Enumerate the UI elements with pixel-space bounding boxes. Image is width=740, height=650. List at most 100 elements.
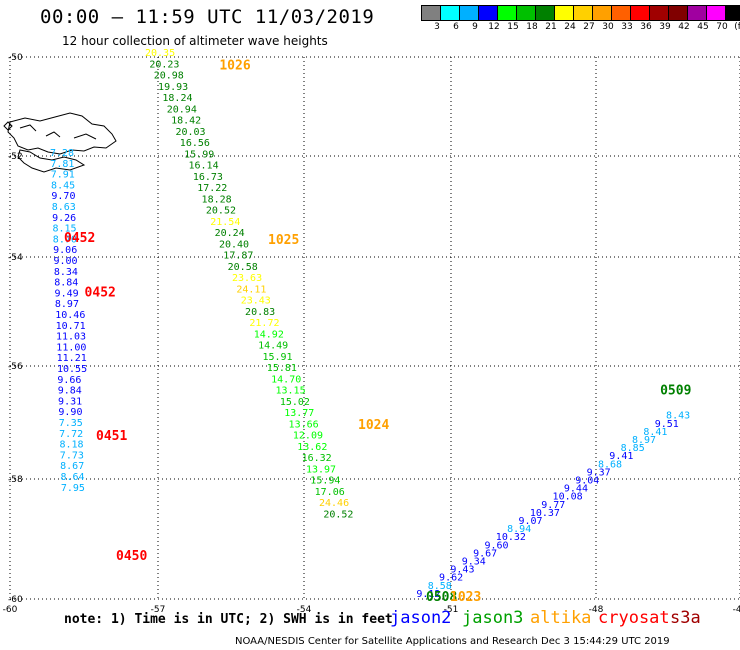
wave-height-value: 10.08 (553, 492, 583, 503)
scale-label: 70 (716, 22, 728, 32)
wave-height-value: 8.18 (59, 440, 83, 451)
wave-height-value: 9.44 (564, 484, 588, 495)
wave-height-value: 7.95 (61, 483, 85, 494)
wave-height-value: 9.31 (58, 396, 82, 407)
scale-label: 39 (659, 22, 671, 32)
scale-label: 30 (602, 22, 614, 32)
wave-height-value: 20.03 (175, 127, 205, 138)
wave-height-value: 8.58 (428, 581, 452, 592)
wave-height-value: 18.28 (202, 194, 232, 205)
footer-note: note: 1) Time is in UTC; 2) SWH is in fe… (64, 612, 393, 627)
scale-label: 45 (697, 22, 709, 32)
wave-height-value: 24.46 (319, 498, 349, 509)
wave-height-value: 8.43 (666, 411, 690, 422)
scale-label: 12 (488, 22, 500, 32)
wave-height-value: 9.12 (416, 589, 440, 600)
legend-entry: cryosat (598, 608, 670, 628)
y-tick-label: -58 (8, 475, 23, 485)
wave-height-value: 9.26 (52, 213, 76, 224)
wave-height-value: 8.97 (632, 435, 656, 446)
wave-height-value: 23.43 (241, 296, 271, 307)
wave-height-value: 9.70 (51, 191, 75, 202)
wave-height-value: 9.67 (473, 548, 497, 559)
wave-height-value: 8.84 (54, 278, 78, 289)
wave-height-value: 24.11 (236, 284, 266, 295)
y-tick-label: -50 (8, 53, 23, 63)
y-tick-label: -52 (8, 152, 23, 162)
y-tick-label: -60 (8, 595, 23, 605)
wave-height-value: 9.49 (55, 288, 79, 299)
wave-height-value: 13.66 (289, 419, 319, 430)
wave-height-value: 9.41 (609, 451, 633, 462)
x-tick-label: -45 (733, 605, 740, 615)
wave-height-value: 9.62 (439, 573, 463, 584)
wave-height-value: 20.83 (245, 307, 275, 318)
wave-height-value: 13.62 (297, 442, 327, 453)
x-tick-label: -48 (589, 605, 604, 615)
scale-swatch (725, 5, 740, 21)
wave-height-value: 8.41 (643, 427, 667, 438)
wave-height-value: 20.52 (206, 206, 236, 217)
falkland-west-island (7, 112, 117, 155)
wave-height-value: 8.64 (61, 472, 85, 483)
wave-height-value: 18.24 (162, 93, 192, 104)
wave-height-value: 16.32 (302, 453, 332, 464)
wave-height-value: 8.70 (53, 234, 77, 245)
color-scale (421, 5, 740, 21)
wave-height-value: 8.15 (52, 224, 76, 235)
x-tick-label: -51 (444, 605, 459, 615)
wave-height-value: 12.09 (293, 431, 323, 442)
wave-height-value: 23.63 (232, 273, 262, 284)
wave-height-value: 21.72 (249, 318, 279, 329)
wave-height-value: 9.84 (58, 386, 82, 397)
pass-time-label: 0452 (64, 231, 95, 246)
wave-height-value: 7.73 (60, 450, 84, 461)
wave-height-value: 10.55 (57, 364, 87, 375)
wave-height-points: 20.3520.2320.9819.9318.2420.9418.4220.03… (50, 48, 690, 600)
wave-height-value: 14.49 (258, 341, 288, 352)
pass-time-label: 1025 (268, 233, 299, 248)
wave-height-value: 9.04 (575, 476, 599, 487)
wave-height-value: 10.32 (496, 532, 526, 543)
wave-height-value: 8.63 (52, 202, 76, 213)
falkland-islands-landmass (3, 112, 117, 173)
wave-height-value: 11.03 (56, 332, 86, 343)
pass-time-label: 1024 (358, 418, 389, 433)
y-tick-label: -54 (8, 253, 23, 263)
scale-label: 27 (583, 22, 595, 32)
scale-label: 18 (526, 22, 538, 32)
wave-height-value: 20.58 (228, 262, 258, 273)
wave-height-value: 13.97 (306, 464, 336, 475)
pass-time-label: 0508 (426, 590, 457, 605)
wave-height-value: 8.34 (54, 267, 78, 278)
wave-height-value: 7.35 (59, 418, 83, 429)
wave-height-value: 9.51 (655, 419, 679, 430)
x-tick-label: -54 (297, 605, 312, 615)
wave-height-value: 8.94 (507, 524, 531, 535)
wave-height-value: 16.56 (180, 138, 210, 149)
scale-label: 36 (640, 22, 652, 32)
wave-height-value: 11.21 (57, 353, 87, 364)
y-tick-label: -56 (8, 362, 23, 372)
wave-height-value: 7.91 (51, 170, 75, 181)
legend-entry: jason2 (390, 608, 452, 628)
wave-height-value: 20.52 (323, 509, 353, 520)
pass-time-label: 0509 (660, 383, 691, 398)
wave-height-value: 19.93 (158, 82, 188, 93)
wave-height-value: 9.34 (462, 557, 486, 568)
wave-height-value: 9.60 (484, 540, 508, 551)
pass-time-label: 1026 (219, 58, 250, 73)
wave-height-value: 16.73 (193, 172, 223, 183)
wave-height-value: 20.98 (154, 71, 184, 82)
wave-height-value: 8.68 (598, 459, 622, 470)
wave-height-value: 20.35 (145, 48, 175, 59)
wave-height-value: 20.24 (215, 228, 245, 239)
wave-height-value: 15.99 (184, 149, 214, 160)
wave-height-value: 7.72 (59, 429, 83, 440)
wave-height-value: 7.81 (50, 159, 74, 170)
wave-height-value: 15.94 (310, 476, 340, 487)
wave-height-value: 17.87 (223, 251, 253, 262)
